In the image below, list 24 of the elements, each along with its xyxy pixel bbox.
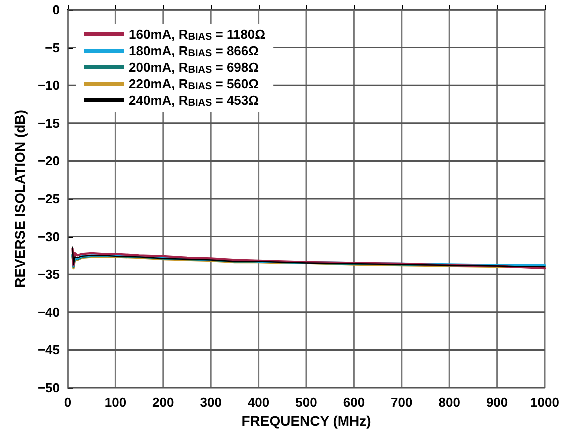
x-tick-label: 800 [438, 395, 460, 410]
x-tick-label: 900 [486, 395, 508, 410]
y-axis-title: REVERSE ISOLATION (dB) [12, 110, 28, 288]
x-tick-label: 100 [104, 395, 127, 410]
y-tick-label: −30 [38, 229, 60, 244]
x-tick-label: 300 [200, 395, 222, 410]
y-tick-label: −35 [38, 267, 60, 282]
y-tick-label: −40 [38, 304, 60, 320]
x-tick-label: 500 [296, 395, 318, 410]
x-tick-label: 1000 [530, 395, 560, 410]
x-tick-label: 400 [248, 395, 270, 410]
x-tick-label: 700 [391, 395, 413, 410]
y-tick-label: −45 [38, 342, 60, 358]
y-tick-label: −10 [38, 78, 60, 94]
y-tick-label: −20 [38, 154, 60, 169]
x-tick-label: 200 [152, 395, 174, 410]
x-tick-label: 600 [343, 395, 366, 410]
y-tick-label: −15 [38, 116, 60, 131]
x-axis-title: FREQUENCY (MHz) [242, 413, 372, 429]
y-tick-label: 0 [52, 2, 60, 18]
x-tick-label: 0 [64, 395, 72, 410]
y-tick-label: −25 [38, 192, 60, 206]
y-tick-label: −50 [38, 380, 60, 396]
y-tick-label: −5 [45, 40, 60, 56]
